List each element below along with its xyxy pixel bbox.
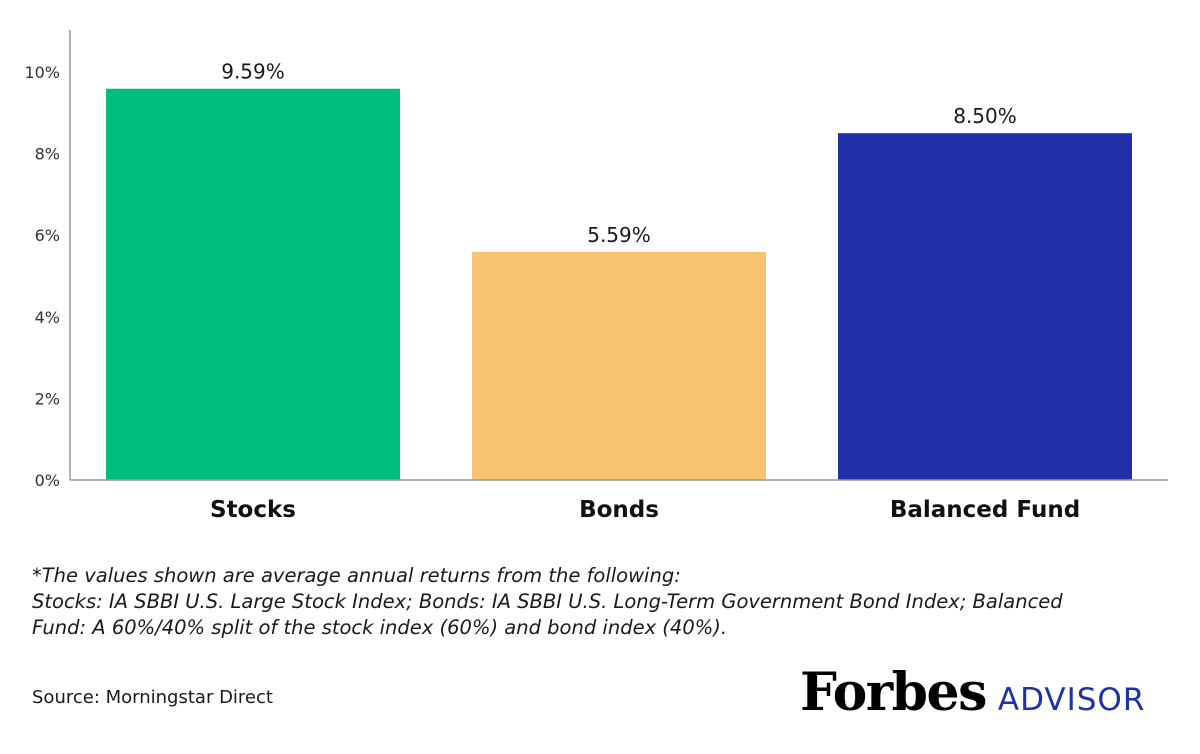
y-tick-label: 0% [35, 471, 60, 490]
bar-balanced-fund [838, 133, 1132, 480]
y-tick-label: 4% [35, 308, 60, 327]
footnote: *The values shown are average annual ret… [32, 563, 1152, 641]
y-axis: 0% 2% 4% 6% 8% 10% [24, 30, 71, 490]
logo-brand: Forbes [800, 662, 987, 723]
data-label: 5.59% [587, 223, 651, 247]
logo-product: ADVISOR [997, 682, 1146, 718]
bar-chart: 0% 2% 4% 6% 8% 10% 9.59% 5.59% 8.50% Stocks Bond… [24, 30, 1168, 523]
y-tick-label: 6% [35, 226, 60, 245]
y-tick-label: 8% [35, 145, 60, 164]
bar-bonds [472, 251, 766, 480]
forbes-advisor-logo: Forbes ADVISOR [800, 662, 1145, 723]
data-label: 9.59% [221, 60, 285, 84]
data-label: 8.50% [953, 104, 1017, 128]
bars: 9.59% 5.59% 8.50% [106, 60, 1132, 480]
source-note: Source: Morningstar Direct [32, 687, 273, 708]
y-tick-label: 10% [24, 63, 60, 82]
x-tick-label: Bonds [579, 497, 659, 523]
x-tick-label: Stocks [210, 497, 296, 523]
footnote-line: *The values shown are average annual ret… [32, 564, 681, 587]
bar-stocks [106, 88, 400, 480]
y-tick-label: 2% [35, 389, 60, 408]
x-axis: Stocks Bonds Balanced Fund [70, 479, 1168, 523]
x-tick-label: Balanced Fund [890, 497, 1080, 523]
footnote-line: Stocks: IA SBBI U.S. Large Stock Index; … [32, 590, 1063, 613]
footnote-line: Fund: A 60%/40% split of the stock index… [32, 616, 728, 639]
